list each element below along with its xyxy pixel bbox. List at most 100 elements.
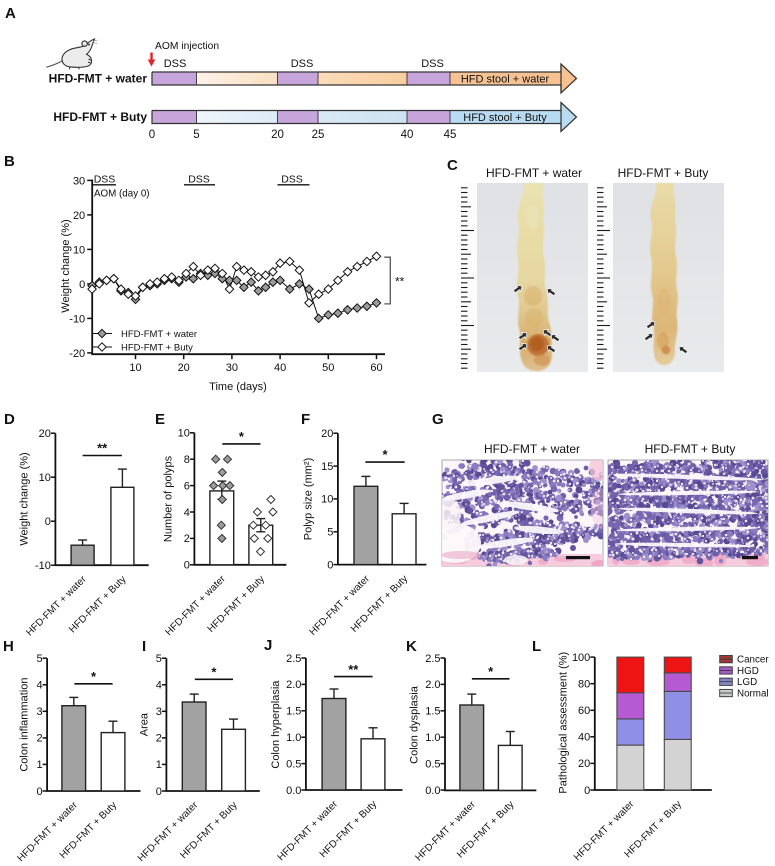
svg-text:10: 10 bbox=[321, 494, 333, 506]
svg-text:1.0: 1.0 bbox=[425, 732, 440, 744]
svg-text:50: 50 bbox=[322, 362, 334, 374]
svg-text:**: ** bbox=[395, 275, 405, 289]
svg-text:DSS: DSS bbox=[94, 174, 116, 186]
svg-text:30: 30 bbox=[226, 362, 238, 374]
svg-text:I: I bbox=[142, 638, 146, 655]
svg-text:40: 40 bbox=[578, 732, 590, 744]
svg-text:HFD stool + Buty: HFD stool + Buty bbox=[463, 112, 547, 124]
svg-text:G: G bbox=[432, 411, 444, 428]
svg-text:HFD-FMT + water: HFD-FMT + water bbox=[121, 329, 197, 340]
svg-text:10: 10 bbox=[178, 428, 190, 440]
svg-text:6: 6 bbox=[184, 480, 190, 492]
svg-text:1.5: 1.5 bbox=[425, 706, 440, 718]
svg-text:0: 0 bbox=[149, 129, 155, 141]
svg-text:0: 0 bbox=[36, 786, 42, 798]
svg-text:8: 8 bbox=[184, 454, 190, 466]
svg-text:*: * bbox=[91, 669, 97, 684]
svg-text:20: 20 bbox=[39, 428, 51, 440]
svg-text:HFD-FMT + Buty: HFD-FMT + Buty bbox=[618, 166, 709, 180]
svg-text:Number of polyps: Number of polyps bbox=[163, 455, 175, 542]
svg-text:15: 15 bbox=[321, 461, 333, 473]
svg-text:10: 10 bbox=[73, 244, 85, 256]
svg-text:Colon hyperplasia: Colon hyperplasia bbox=[270, 680, 282, 769]
svg-text:HFD-FMT + water: HFD-FMT + water bbox=[49, 72, 148, 86]
svg-text:J: J bbox=[264, 637, 272, 654]
svg-text:20: 20 bbox=[578, 758, 590, 770]
svg-text:2: 2 bbox=[184, 533, 190, 545]
svg-text:2: 2 bbox=[36, 733, 42, 745]
svg-text:*: * bbox=[382, 447, 388, 462]
svg-text:Pathological assessment (%): Pathological assessment (%) bbox=[557, 652, 569, 794]
svg-text:D: D bbox=[4, 411, 15, 428]
svg-text:60: 60 bbox=[370, 362, 382, 374]
svg-text:**: ** bbox=[348, 662, 359, 677]
svg-text:40: 40 bbox=[274, 362, 286, 374]
svg-text:5: 5 bbox=[193, 129, 199, 141]
svg-text:3: 3 bbox=[36, 706, 42, 718]
svg-text:2.0: 2.0 bbox=[425, 679, 440, 691]
svg-text:HFD-FMT + water: HFD-FMT + water bbox=[484, 442, 580, 456]
svg-text:HFD stool + water: HFD stool + water bbox=[461, 73, 550, 85]
svg-text:L: L bbox=[532, 638, 541, 655]
svg-text:40: 40 bbox=[401, 129, 414, 141]
svg-text:4: 4 bbox=[156, 680, 162, 692]
svg-text:5: 5 bbox=[36, 653, 42, 665]
svg-text:1: 1 bbox=[156, 759, 162, 771]
svg-text:2.5: 2.5 bbox=[425, 653, 440, 665]
svg-text:3: 3 bbox=[156, 706, 162, 718]
svg-text:4: 4 bbox=[184, 507, 190, 519]
svg-text:AOM injection: AOM injection bbox=[155, 41, 219, 52]
svg-text:Time (days): Time (days) bbox=[209, 381, 267, 393]
svg-text:0.0: 0.0 bbox=[286, 785, 301, 797]
svg-text:A: A bbox=[5, 5, 16, 22]
svg-text:0: 0 bbox=[79, 279, 85, 291]
svg-text:1: 1 bbox=[36, 759, 42, 771]
svg-text:-20: -20 bbox=[69, 348, 85, 360]
svg-text:20: 20 bbox=[321, 428, 333, 440]
svg-text:K: K bbox=[406, 638, 417, 655]
svg-text:60: 60 bbox=[578, 705, 590, 717]
svg-text:AOM (day 0): AOM (day 0) bbox=[94, 189, 150, 200]
svg-text:0: 0 bbox=[584, 785, 590, 797]
svg-text:5: 5 bbox=[156, 653, 162, 665]
svg-text:10: 10 bbox=[39, 472, 51, 484]
svg-text:-10: -10 bbox=[35, 560, 51, 572]
svg-text:**: ** bbox=[97, 441, 108, 456]
svg-text:LGD: LGD bbox=[737, 677, 757, 688]
svg-text:20: 20 bbox=[178, 362, 190, 374]
svg-text:0.0: 0.0 bbox=[425, 785, 440, 797]
svg-text:HFD-FMT + Buty: HFD-FMT + Buty bbox=[121, 342, 193, 353]
svg-text:0: 0 bbox=[45, 516, 51, 528]
svg-text:HFD-FMT + Buty: HFD-FMT + Buty bbox=[645, 442, 736, 456]
svg-text:DSS: DSS bbox=[291, 58, 314, 70]
svg-text:2.0: 2.0 bbox=[286, 679, 301, 691]
svg-text:HFD-FMT + water: HFD-FMT + water bbox=[486, 166, 582, 180]
svg-text:B: B bbox=[4, 153, 15, 170]
svg-text:*: * bbox=[211, 665, 217, 680]
svg-text:Weight change (%): Weight change (%) bbox=[60, 219, 72, 312]
svg-text:DSS: DSS bbox=[281, 174, 303, 186]
svg-text:1.0: 1.0 bbox=[286, 732, 301, 744]
svg-text:Polyp size (mm²): Polyp size (mm²) bbox=[303, 458, 315, 541]
svg-text:1.5: 1.5 bbox=[286, 706, 301, 718]
svg-text:H: H bbox=[3, 638, 14, 655]
svg-text:F: F bbox=[301, 411, 310, 428]
svg-text:25: 25 bbox=[312, 129, 325, 141]
svg-text:Normal: Normal bbox=[737, 688, 769, 699]
svg-text:DSS: DSS bbox=[164, 58, 187, 70]
svg-text:Weight change (%): Weight change (%) bbox=[18, 452, 30, 545]
svg-text:0.5: 0.5 bbox=[425, 758, 440, 770]
svg-text:45: 45 bbox=[444, 129, 457, 141]
svg-text:Cancer: Cancer bbox=[737, 655, 769, 666]
svg-text:Area: Area bbox=[139, 712, 151, 736]
svg-text:5: 5 bbox=[327, 527, 333, 539]
svg-text:0: 0 bbox=[156, 786, 162, 798]
svg-text:C: C bbox=[447, 157, 458, 174]
svg-text:*: * bbox=[239, 429, 245, 444]
svg-text:HGD: HGD bbox=[737, 666, 759, 677]
svg-text:80: 80 bbox=[578, 679, 590, 691]
svg-text:HFD-FMT + Buty: HFD-FMT + Buty bbox=[53, 110, 147, 124]
svg-text:0: 0 bbox=[327, 559, 333, 571]
svg-text:4: 4 bbox=[36, 680, 42, 692]
svg-text:-10: -10 bbox=[69, 313, 85, 325]
